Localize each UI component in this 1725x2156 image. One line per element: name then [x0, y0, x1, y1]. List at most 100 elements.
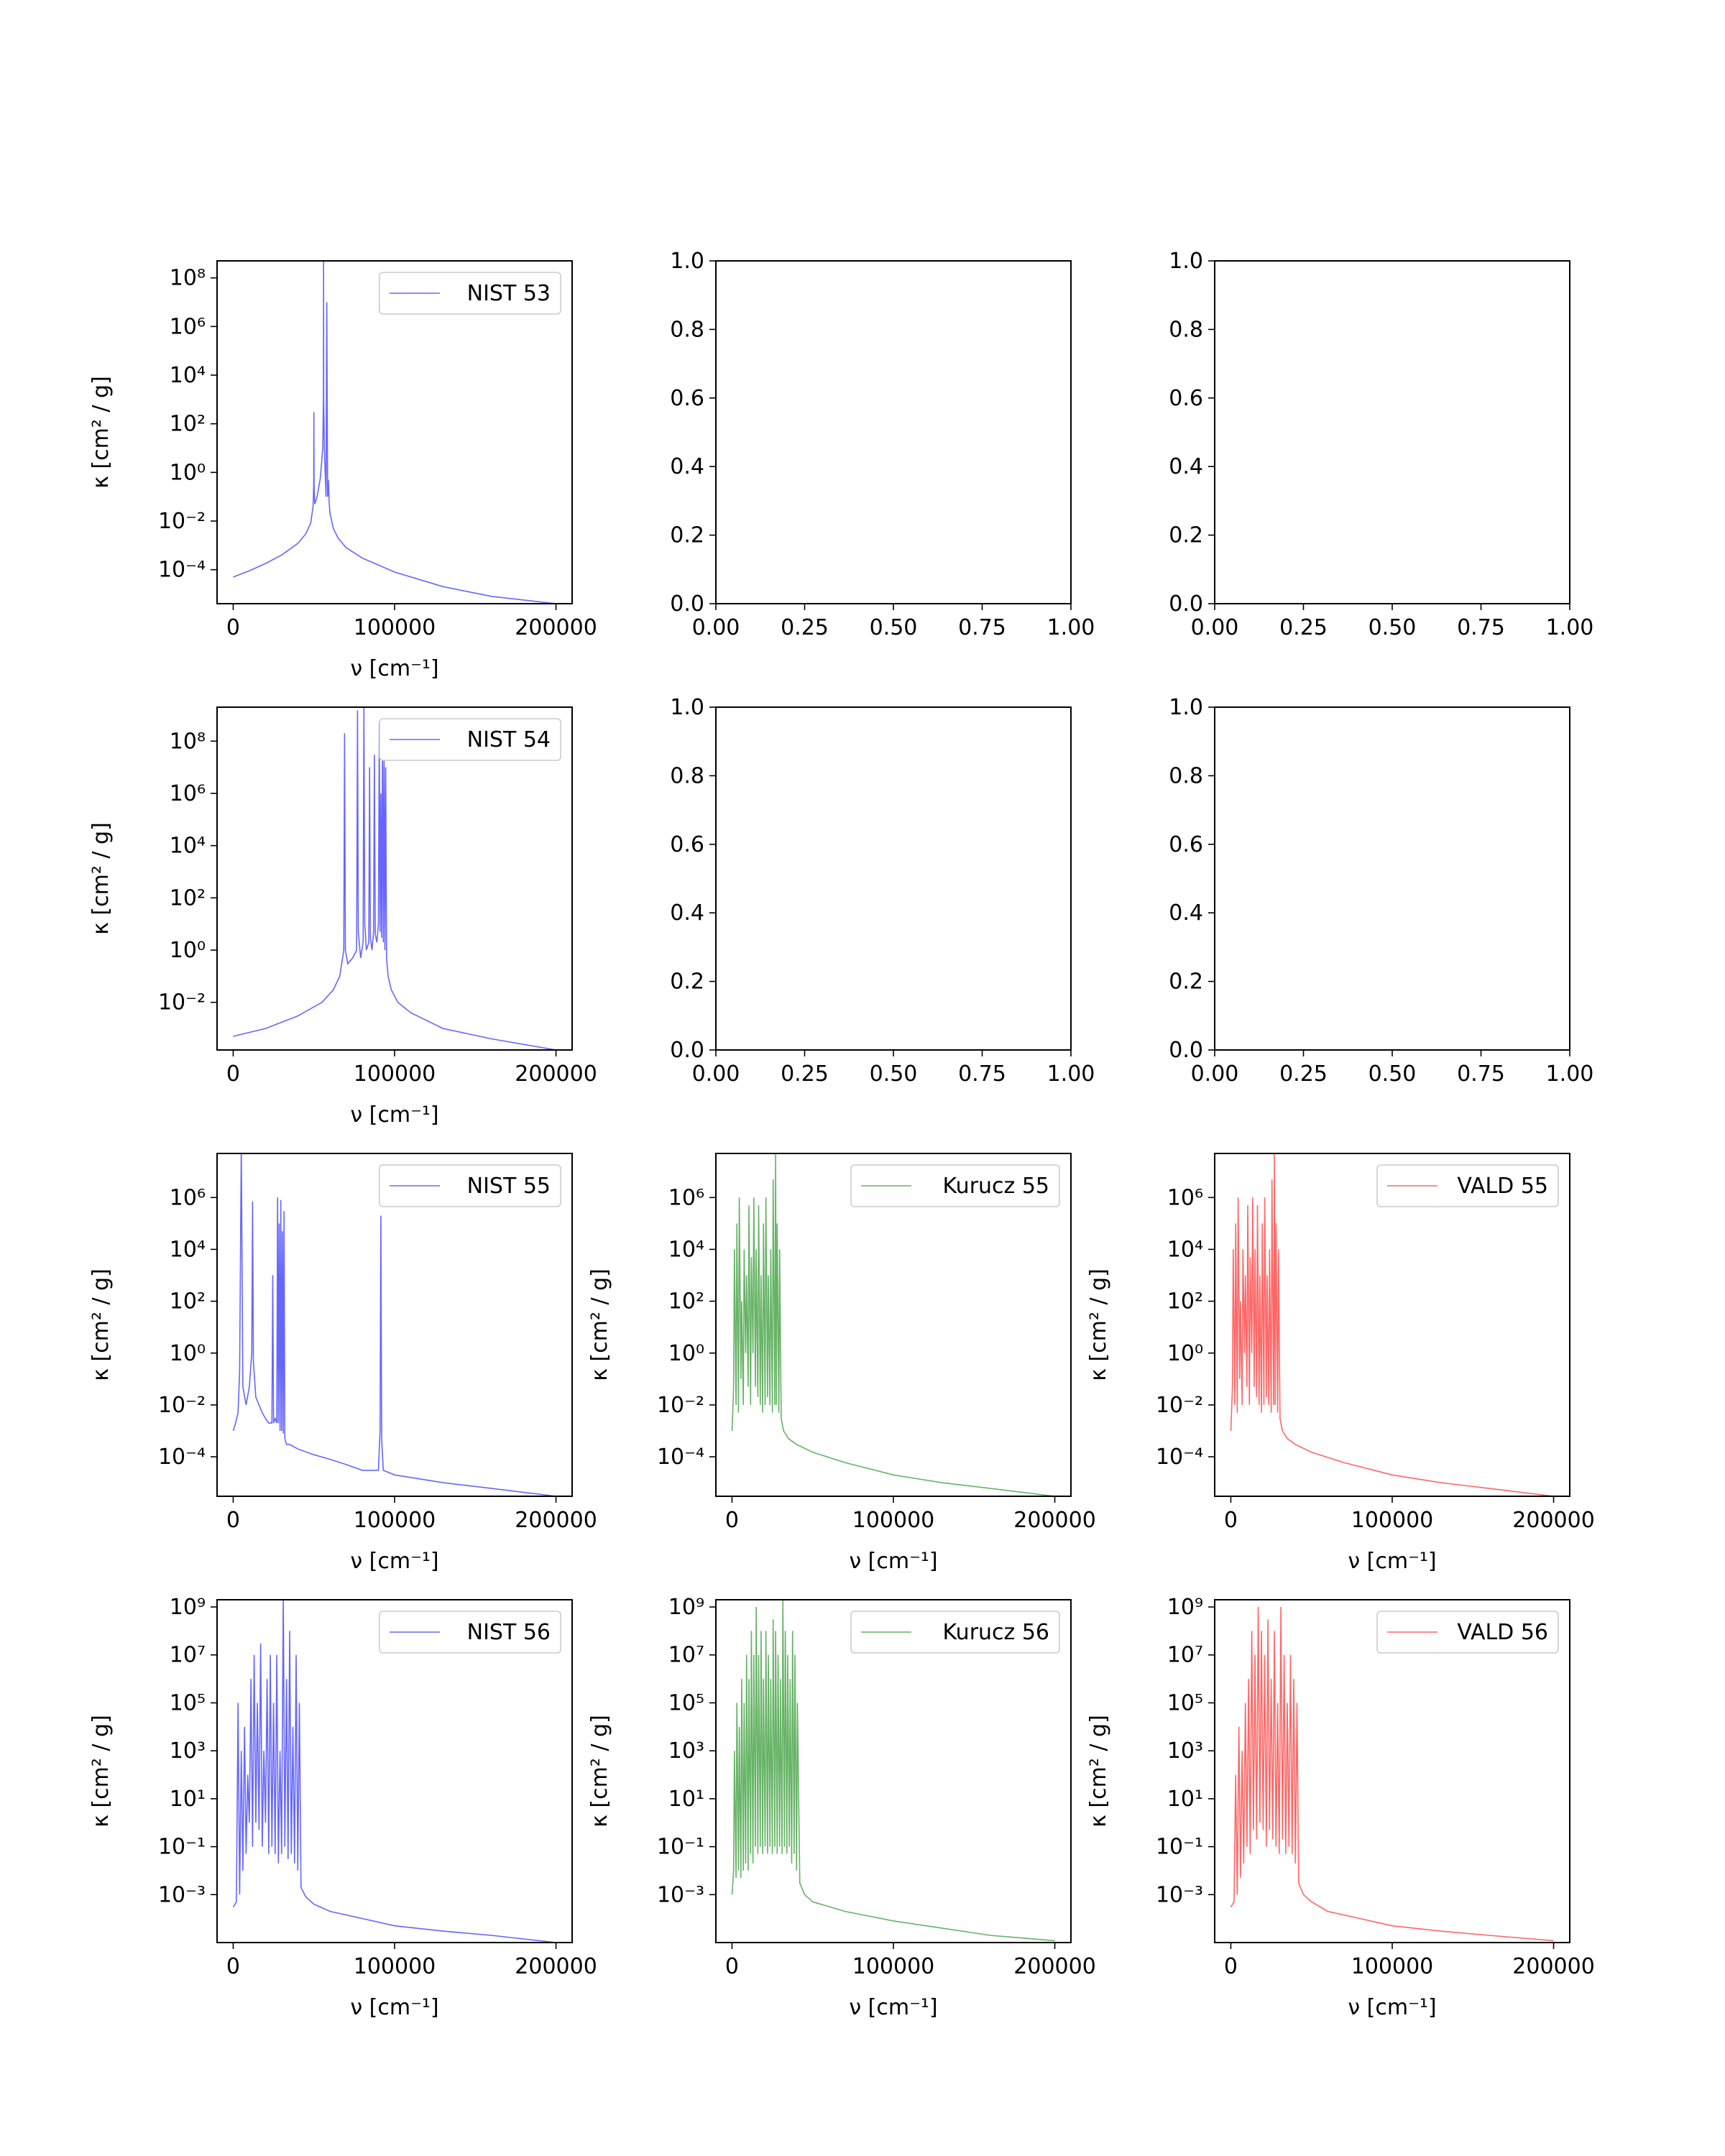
y-tick-label: 1.0: [1169, 249, 1203, 274]
x-tick-label: 0.75: [1457, 1061, 1505, 1087]
subplot-r2c0: 0 100000 200000 10⁻⁴ 10⁻² 10⁰ 10² 10⁴ 10⁶ ν [cm⁻¹…: [88, 1153, 597, 1574]
y-tick-label: 0.6: [670, 832, 704, 857]
series-line-vald-56: [1230, 1606, 1554, 1942]
subplot-r2c1: 0 100000 200000 10⁻⁴ 10⁻² 10⁰ 10² 10⁴ 10⁶ ν [cm⁻¹…: [587, 1153, 1096, 1574]
legend: NIST 55: [379, 1164, 561, 1207]
y-tick-label: 0.0: [1169, 591, 1203, 617]
series-line-vald-55: [1230, 1153, 1554, 1496]
y-tick-label: 10⁵: [1167, 1690, 1203, 1715]
subplot-r3c0: 0 100000 200000 10⁻³ 10⁻¹ 10¹ 10³ 10⁵ 10⁷ 10⁹ ν [c…: [88, 1595, 597, 2020]
y-tick-label: 0.2: [1169, 523, 1203, 548]
subplot-r2c2: 0 100000 200000 10⁻⁴ 10⁻² 10⁰ 10² 10⁴ 10⁶ ν [cm⁻¹…: [1086, 1153, 1595, 1574]
legend-box: [379, 1611, 561, 1654]
x-tick-label: 0: [226, 1508, 240, 1533]
x-tick-label: 200000: [515, 1954, 597, 1979]
x-tick-label: 100000: [852, 1508, 935, 1533]
legend-label: NIST 55: [467, 1174, 551, 1199]
y-tick-label: 10²: [170, 1289, 206, 1314]
axes-frame: [715, 260, 1072, 604]
x-tick-label: 0.50: [870, 615, 918, 640]
y-tick-label: 0.4: [1169, 454, 1203, 479]
legend-label: Kurucz 56: [943, 1620, 1050, 1645]
y-tick-label: 10⁶: [170, 314, 206, 339]
y-axis-label: κ [cm² / g]: [587, 1268, 612, 1381]
y-tick-label: 10⁻²: [158, 1393, 206, 1418]
y-axis-label: κ [cm² / g]: [1086, 1715, 1111, 1828]
x-tick-label: 1.00: [1047, 615, 1095, 640]
y-tick-label: 0.8: [1169, 317, 1203, 342]
y-tick-label: 0.0: [670, 591, 704, 617]
x-tick-label: 0: [226, 615, 240, 640]
x-axis-label: ν [cm⁻¹]: [350, 1549, 438, 1574]
y-axis-label: κ [cm² / g]: [88, 1715, 114, 1828]
y-tick-label: 10⁰: [170, 1341, 206, 1366]
legend-box: [1376, 1164, 1559, 1207]
y-tick-label: 10¹: [668, 1787, 704, 1812]
x-tick-label: 200000: [515, 1508, 597, 1533]
legend: NIST 54: [379, 718, 561, 761]
y-tick-label: 10⁶: [1167, 1185, 1203, 1210]
y-tick-label: 10⁷: [170, 1643, 206, 1668]
y-tick-label: 10⁻¹: [657, 1835, 704, 1860]
x-axis-label: ν [cm⁻¹]: [1348, 1995, 1436, 2020]
y-tick-label: 10⁻⁴: [158, 1445, 206, 1470]
y-tick-label: 10⁹: [1167, 1595, 1203, 1620]
legend: Kurucz 55: [850, 1164, 1060, 1207]
x-tick-label: 0.25: [781, 615, 829, 640]
y-tick-label: 10⁷: [668, 1643, 704, 1668]
y-tick-label: 10⁹: [170, 1595, 206, 1620]
y-tick-label: 10⁻¹: [1156, 1835, 1203, 1860]
y-tick-label: 10⁻³: [657, 1882, 704, 1907]
series-line-kurucz-56: [731, 1600, 1055, 1942]
subplot-r3c2: 0 100000 200000 10⁻³ 10⁻¹ 10¹ 10³ 10⁵ 10⁷ 10⁹ ν [c…: [1086, 1595, 1595, 2020]
series-line-nist-56: [232, 1600, 556, 1943]
subplot-r0c1: 0.00 0.25 0.50 0.75 1.00 0.0 0.2 0.4 0.6 0.8 1.0: [670, 249, 1095, 640]
y-tick-label: 10⁻⁴: [1156, 1445, 1203, 1470]
series-line-nist-53: [233, 261, 556, 604]
x-tick-label: 0: [226, 1061, 240, 1087]
x-tick-label: 200000: [1013, 1508, 1096, 1533]
x-tick-label: 0.25: [1279, 1061, 1328, 1087]
x-tick-label: 0: [725, 1508, 739, 1533]
axes-frame: [1214, 260, 1570, 604]
x-tick-label: 0.00: [1191, 615, 1239, 640]
subplot-r1c1: 0.00 0.25 0.50 0.75 1.00 0.0 0.2 0.4 0.6 0.8 1.0: [670, 695, 1095, 1087]
y-axis-label: κ [cm² / g]: [88, 822, 114, 935]
series-line-nist-55: [232, 1153, 556, 1496]
subplot-r0c2: 0.00 0.25 0.50 0.75 1.00 0.0 0.2 0.4 0.6 0.8 1.0: [1169, 249, 1593, 640]
y-tick-label: 10³: [668, 1738, 704, 1764]
y-tick-label: 0.0: [670, 1038, 704, 1063]
legend-box: [379, 1164, 561, 1207]
axes-frame: [1214, 706, 1570, 1051]
y-tick-label: 10⁻⁴: [657, 1445, 704, 1470]
y-tick-label: 10⁴: [668, 1237, 704, 1262]
y-tick-label: 10²: [170, 885, 206, 911]
subplot-r0c0: 0 100000 200000 10⁻⁴ 10⁻² 10⁰ 10² 10⁴ 10⁶ 10⁸ ν [c…: [88, 260, 597, 681]
x-tick-label: 1.00: [1546, 615, 1594, 640]
x-tick-label: 0: [226, 1954, 240, 1979]
y-tick-label: 0.4: [670, 900, 704, 926]
y-tick-label: 0.2: [670, 523, 704, 548]
x-axis-label: ν [cm⁻¹]: [849, 1549, 937, 1574]
subplot-r1c2: 0.00 0.25 0.50 0.75 1.00 0.0 0.2 0.4 0.6 0.8 1.0: [1169, 695, 1593, 1087]
legend-label: NIST 54: [467, 727, 551, 752]
y-tick-label: 10⁴: [170, 363, 206, 388]
y-tick-label: 10⁻²: [158, 990, 206, 1015]
y-tick-label: 10⁻²: [657, 1393, 704, 1418]
x-tick-label: 0: [1224, 1954, 1238, 1979]
y-axis-label: κ [cm² / g]: [1086, 1268, 1111, 1381]
y-axis-label: κ [cm² / g]: [88, 376, 114, 489]
y-tick-label: 10⁰: [668, 1341, 704, 1366]
y-tick-label: 10³: [170, 1738, 206, 1764]
y-tick-label: 10⁴: [170, 834, 206, 859]
legend-label: Kurucz 55: [943, 1174, 1050, 1199]
y-tick-label: 0.2: [670, 969, 704, 995]
y-tick-label: 10²: [668, 1289, 704, 1314]
x-tick-label: 0.25: [781, 1061, 829, 1087]
legend-box: [379, 272, 561, 315]
x-tick-label: 0.50: [1368, 615, 1417, 640]
legend-box: [850, 1611, 1060, 1654]
y-tick-label: 0.2: [1169, 969, 1203, 995]
x-tick-label: 100000: [1351, 1508, 1434, 1533]
x-tick-label: 200000: [1013, 1954, 1096, 1979]
